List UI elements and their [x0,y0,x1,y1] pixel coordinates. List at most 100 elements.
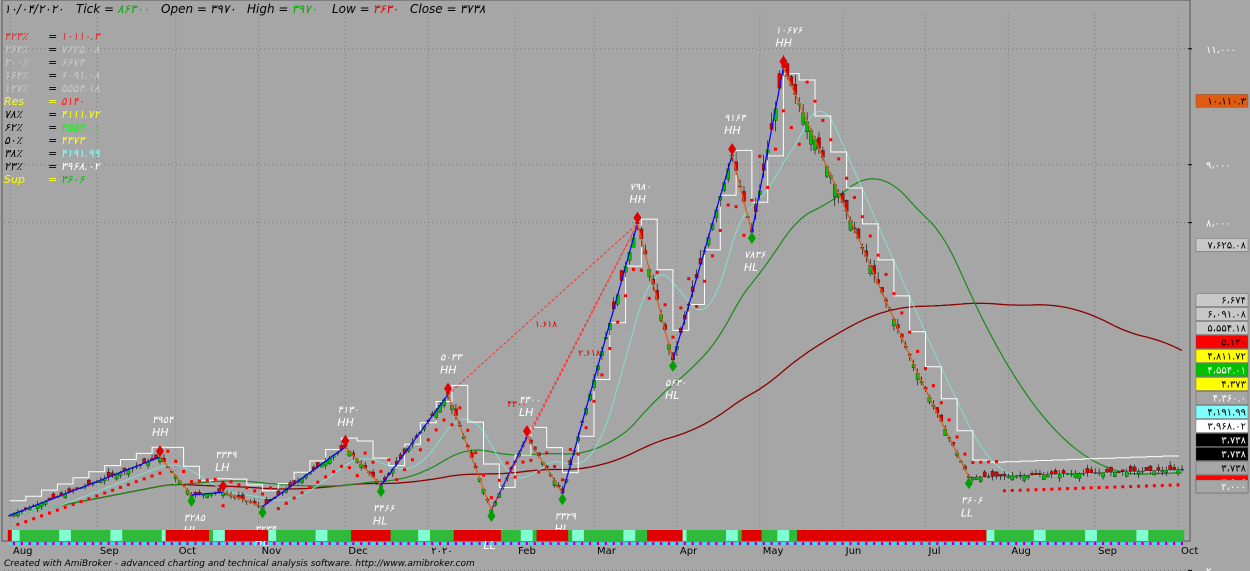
tick-dot [1062,542,1065,545]
ribbon-cell [903,530,908,541]
candle-down [990,471,995,477]
fib-level-value: ۴۳۷۳ [60,134,85,147]
sar-dot [95,494,99,498]
ribbon-cell [864,530,869,541]
fib-level-sep: = [48,160,61,173]
price-tag-label: ۶،۰۹۱.۰۸ [1207,309,1246,320]
candle-up [978,476,983,482]
header-low: Low = ۳۶۳۰ [332,2,399,16]
sar-dot [166,449,170,453]
ribbon-cell [343,530,348,541]
ribbon-cell [844,530,849,541]
price-tag [1195,335,1249,349]
sar-dot [924,367,928,371]
candle-down [1132,466,1137,472]
fib-level-row: ۲۳٪ = ۳۹۶۸.۰۲ [4,160,100,173]
tick-dot [52,542,55,545]
sar-dot [971,461,975,465]
tick-dot [1165,542,1168,545]
y-tick-label: ۸،۰۰۰ [1206,219,1231,230]
tick-dot [379,542,382,545]
tick-dot [72,542,75,545]
candle-down [1144,466,1149,472]
tick-dot [226,542,229,545]
ribbon-cell [733,530,739,541]
sar-dot [276,507,280,511]
ribbon-cell [994,530,999,541]
sar-dot [182,469,186,473]
candle-down [1148,465,1153,471]
candle-up [1069,473,1074,475]
price-tag-label: ۴،۸۱۱.۷۲ [1207,351,1246,362]
sar-dot [687,277,691,281]
ribbon-cell [114,530,119,541]
ribbon-cell [1092,530,1098,541]
candle-down [1085,468,1090,474]
sar-dot [1066,487,1070,491]
tick-dot [265,542,268,545]
tick-dot [746,542,749,545]
sar-dot [489,496,493,500]
ribbon-cell [718,530,723,541]
tick-dot [616,542,619,545]
tick-dot [399,542,402,545]
fib-level-row: ۷۸٪ = ۴۱۱۱.۷۲ [4,108,100,121]
zigzag-segment [672,155,733,361]
ribbon-cell [741,530,747,541]
tick-dot [1137,542,1140,545]
tick-dot [518,542,521,545]
tick-dot [478,542,481,545]
tick-dot [636,542,639,545]
fib-level-sep: = [48,121,61,134]
tick-dot [640,542,643,545]
sar-dot [837,157,841,161]
price-tag [1195,238,1249,252]
tick-dot [1109,542,1112,545]
fib-level-value: ۵۱۴۰ [60,95,85,108]
tick-dot [1106,542,1109,545]
tick-dot [683,542,686,545]
candle-down [1034,473,1038,476]
sar-dot [710,254,714,258]
tick-dot [1117,542,1120,545]
ribbon-cell [248,530,253,541]
tick-dot [12,542,15,545]
tick-dot [960,542,963,545]
ribbon-cell [43,530,48,541]
ribbon-cell [1053,530,1058,541]
ribbon-cell [477,530,482,541]
ribbon-cell [797,530,802,541]
fib-level-label: ۴۲۳٪ [4,30,28,43]
tick-dot [360,542,363,545]
tick-dot [143,542,146,545]
price-tag-label: ۵،۱۴۰ [1221,337,1246,348]
ribbon-cell [923,530,928,541]
tick-dot [162,542,165,545]
tick-dot [304,542,307,545]
tick-dot [1121,542,1124,545]
ribbon-cell [430,530,435,541]
ribbon-cell [998,530,1003,541]
fib-level-row: ۵۰٪ = ۴۳۷۳ [4,134,84,147]
tick-dot [340,542,343,545]
tick-dot [589,542,592,545]
tick-dot [1078,542,1081,545]
sar-dot [87,497,91,501]
ribbon-cell [1033,530,1039,541]
sar-dot [63,505,67,509]
tick-dot [837,542,840,545]
candle-up [1042,474,1046,480]
sar-dot [884,272,888,276]
header-date: ۱۰/۰۴/۲۰۲۰ [4,2,64,16]
ribbon-cell [441,530,447,541]
sar-dot [16,522,20,526]
ribbon-cell [86,530,92,541]
pivot-value: ۳۳۲۹ [554,511,576,522]
tick-dot [853,542,856,545]
tick-dot [825,542,828,545]
ribbon-cell [1006,530,1011,541]
pivot-code: HL [665,389,679,402]
tick-dot [494,542,497,545]
ribbon-cell [51,530,56,541]
